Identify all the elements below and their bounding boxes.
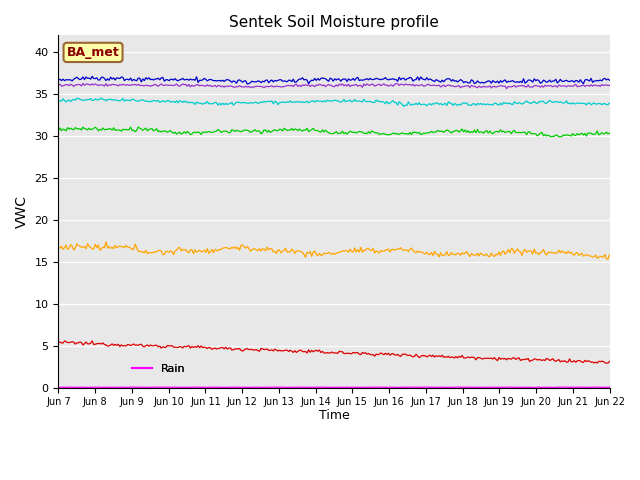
-10cm bbox=[239, 348, 246, 354]
Rain bbox=[54, 384, 62, 390]
-50cm bbox=[220, 79, 228, 84]
-50cm bbox=[88, 73, 96, 79]
-50cm bbox=[605, 77, 613, 83]
-10cm bbox=[605, 359, 613, 364]
-40cm bbox=[220, 102, 228, 108]
-60cm bbox=[296, 83, 303, 88]
-20cm bbox=[239, 242, 246, 248]
Rain bbox=[246, 384, 254, 390]
-60cm bbox=[54, 82, 62, 87]
Line: -50cm: -50cm bbox=[58, 76, 609, 84]
-20cm bbox=[248, 247, 255, 253]
-40cm bbox=[124, 97, 131, 103]
-30cm bbox=[54, 128, 62, 134]
-10cm bbox=[54, 340, 62, 346]
-60cm bbox=[503, 86, 511, 92]
-50cm bbox=[124, 76, 131, 82]
Title: Sentek Soil Moisture profile: Sentek Soil Moisture profile bbox=[229, 15, 439, 30]
-40cm bbox=[605, 100, 613, 106]
-40cm bbox=[54, 98, 62, 104]
-50cm bbox=[239, 79, 246, 85]
-40cm bbox=[239, 100, 246, 106]
Rain bbox=[578, 384, 586, 390]
Y-axis label: VWC: VWC bbox=[15, 195, 29, 228]
Rain bbox=[237, 384, 245, 390]
-40cm bbox=[297, 99, 305, 105]
Text: BA_met: BA_met bbox=[67, 46, 120, 59]
-20cm bbox=[54, 245, 62, 251]
-30cm bbox=[239, 128, 246, 134]
-40cm bbox=[400, 104, 408, 109]
-10cm bbox=[124, 342, 131, 348]
-60cm bbox=[578, 83, 586, 89]
-20cm bbox=[577, 252, 584, 257]
Rain bbox=[535, 384, 543, 390]
-20cm bbox=[604, 256, 612, 262]
-20cm bbox=[605, 252, 613, 258]
X-axis label: Time: Time bbox=[319, 409, 349, 422]
Line: -20cm: -20cm bbox=[58, 242, 609, 259]
-30cm bbox=[220, 128, 228, 134]
-40cm bbox=[248, 100, 255, 106]
-10cm bbox=[220, 346, 228, 352]
-30cm bbox=[248, 129, 255, 135]
-40cm bbox=[578, 100, 586, 106]
-50cm bbox=[54, 77, 62, 83]
-30cm bbox=[578, 131, 586, 136]
-60cm bbox=[122, 83, 130, 88]
-60cm bbox=[605, 83, 613, 88]
-50cm bbox=[299, 75, 307, 81]
-60cm bbox=[219, 83, 227, 89]
-50cm bbox=[250, 79, 257, 84]
-30cm bbox=[605, 130, 613, 136]
Line: -60cm: -60cm bbox=[58, 84, 609, 89]
-20cm bbox=[297, 249, 305, 255]
-10cm bbox=[577, 358, 584, 364]
-20cm bbox=[220, 245, 228, 251]
-30cm bbox=[134, 124, 142, 130]
-50cm bbox=[243, 81, 251, 87]
-40cm bbox=[97, 95, 105, 101]
-10cm bbox=[248, 347, 255, 352]
Rain bbox=[122, 384, 130, 390]
-10cm bbox=[88, 338, 96, 344]
-20cm bbox=[124, 244, 131, 250]
Rain bbox=[340, 384, 348, 390]
-10cm bbox=[297, 348, 305, 353]
Line: -40cm: -40cm bbox=[58, 98, 609, 107]
Rain bbox=[296, 384, 303, 390]
Legend: Rain: Rain bbox=[127, 360, 189, 379]
-60cm bbox=[237, 84, 245, 89]
-10cm bbox=[603, 360, 611, 366]
-60cm bbox=[246, 84, 254, 90]
-50cm bbox=[578, 79, 586, 85]
Line: -10cm: -10cm bbox=[58, 341, 609, 363]
Rain bbox=[605, 384, 613, 390]
-30cm bbox=[555, 134, 563, 140]
-30cm bbox=[122, 126, 130, 132]
-60cm bbox=[392, 81, 400, 86]
-20cm bbox=[102, 239, 110, 245]
Rain bbox=[219, 384, 227, 390]
Line: -30cm: -30cm bbox=[58, 127, 609, 137]
-30cm bbox=[297, 128, 305, 133]
